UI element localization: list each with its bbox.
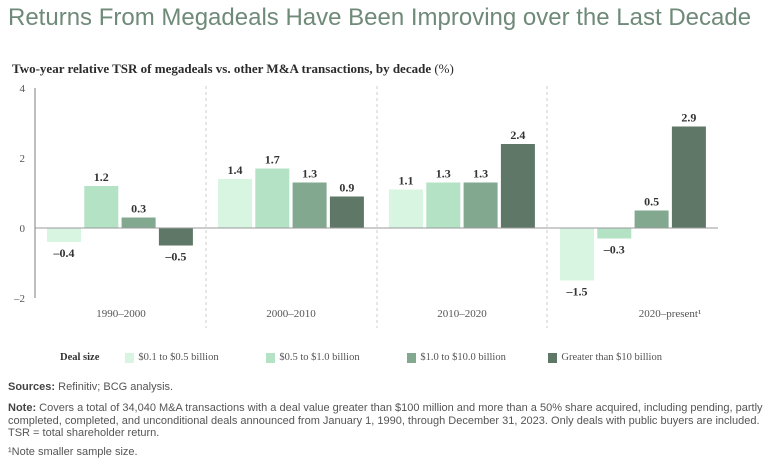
legend-label: Greater than $10 billion xyxy=(561,352,662,363)
legend-swatch-3 xyxy=(548,352,558,363)
bar xyxy=(389,189,423,228)
legend-label: $0.1 to $0.5 billion xyxy=(138,352,219,363)
data-label: –0.5 xyxy=(164,250,186,264)
bar xyxy=(218,179,252,228)
bar xyxy=(255,168,290,228)
data-label: 1.2 xyxy=(94,170,109,184)
data-label: 0.9 xyxy=(339,181,354,195)
data-label: 1.1 xyxy=(399,174,414,188)
bar xyxy=(121,217,156,228)
chart-unit: (%) xyxy=(434,61,454,76)
data-label: 1.7 xyxy=(265,153,280,167)
bar xyxy=(597,228,632,239)
chart-subtitle-text: Two-year relative TSR of megadeals vs. o… xyxy=(12,61,432,76)
legend-item: Greater than $10 billion xyxy=(548,352,689,363)
legend-swatch-2 xyxy=(407,352,417,363)
bar xyxy=(426,182,461,228)
data-label: 1.3 xyxy=(473,167,488,181)
sources: Sources: Refinitiv; BCG analysis. xyxy=(8,381,173,393)
category-label: 2010–2020 xyxy=(437,308,487,320)
legend-swatch-1 xyxy=(266,352,276,363)
category-label: 2000–2010 xyxy=(266,308,316,320)
category-labels: 1990–2000 2000–2010 2010–2020 2020–present¹ xyxy=(96,308,701,320)
y-tick-label: 2 xyxy=(20,153,26,165)
y-tick-label: 4 xyxy=(20,83,26,95)
legend-item: $0.5 to $1.0 billion xyxy=(266,352,407,363)
bar xyxy=(292,182,327,228)
note: Note: Covers a total of 34,040 M&A trans… xyxy=(8,402,763,440)
category-label: 2020–present¹ xyxy=(639,308,702,320)
y-tick-label: –2 xyxy=(13,293,25,305)
legend-label: $1.0 to $10.0 billion xyxy=(420,352,506,363)
data-label: 0.3 xyxy=(131,202,146,216)
y-axis: 4 2 0 –2 xyxy=(13,83,36,305)
legend-swatch-0 xyxy=(125,352,135,363)
bar xyxy=(84,186,119,228)
bar xyxy=(671,126,706,228)
bar xyxy=(634,210,669,228)
legend: Deal size $0.1 to $0.5 billion $0.5 to $… xyxy=(60,352,689,363)
group-dividers xyxy=(205,86,548,328)
footnote: ¹Note smaller sample size. xyxy=(8,446,138,458)
bar xyxy=(500,144,535,228)
sources-text: Refinitiv; BCG analysis. xyxy=(58,381,174,393)
data-label: 2.4 xyxy=(510,128,525,142)
bar xyxy=(47,228,81,242)
data-label: 1.3 xyxy=(436,167,451,181)
category-label: 1990–2000 xyxy=(96,308,146,320)
legend-label: $0.5 to $1.0 billion xyxy=(279,352,360,363)
bar xyxy=(560,228,594,281)
bar-chart: 4 2 0 –2 –0.4 1.2 0.3 –0.5 1.4 1.7 1.3 0.9 1.1 1.3 1.… xyxy=(13,83,718,328)
bar xyxy=(463,182,498,228)
y-tick-label: 0 xyxy=(20,223,26,235)
note-text: Covers a total of 34,040 M&A transaction… xyxy=(8,402,763,439)
data-label: –1.5 xyxy=(566,285,588,299)
legend-item: $1.0 to $10.0 billion xyxy=(407,352,548,363)
data-label: 2.9 xyxy=(681,111,696,125)
page-title: Returns From Megadeals Have Been Improvi… xyxy=(8,4,752,31)
sources-label: Sources: xyxy=(8,381,56,393)
data-label: –0.3 xyxy=(603,243,625,257)
bar xyxy=(329,196,364,228)
legend-item: $0.1 to $0.5 billion xyxy=(125,352,266,363)
data-label: 1.4 xyxy=(228,163,243,177)
data-label: 1.3 xyxy=(302,167,317,181)
note-label: Note: xyxy=(8,402,37,414)
legend-title: Deal size xyxy=(60,352,100,363)
bars xyxy=(47,126,706,281)
data-labels: –0.4 1.2 0.3 –0.5 1.4 1.7 1.3 0.9 1.1 1.3 1.3 2.4 –1… xyxy=(53,111,697,299)
data-label: –0.4 xyxy=(53,246,75,260)
data-label: 0.5 xyxy=(644,195,659,209)
chart-subtitle: Two-year relative TSR of megadeals vs. o… xyxy=(12,61,454,77)
bar xyxy=(158,228,193,246)
